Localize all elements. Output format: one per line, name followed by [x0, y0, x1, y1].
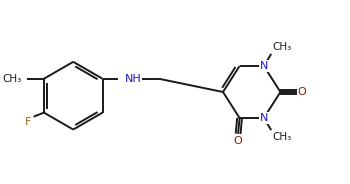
Text: CH₃: CH₃	[273, 132, 292, 142]
Text: O: O	[233, 136, 242, 146]
Text: N: N	[260, 61, 268, 71]
Text: N: N	[260, 113, 268, 123]
Text: CH₃: CH₃	[273, 42, 292, 52]
Text: NH: NH	[125, 74, 141, 84]
Text: F: F	[25, 117, 32, 127]
Text: O: O	[298, 87, 307, 97]
Text: CH₃: CH₃	[2, 74, 22, 84]
